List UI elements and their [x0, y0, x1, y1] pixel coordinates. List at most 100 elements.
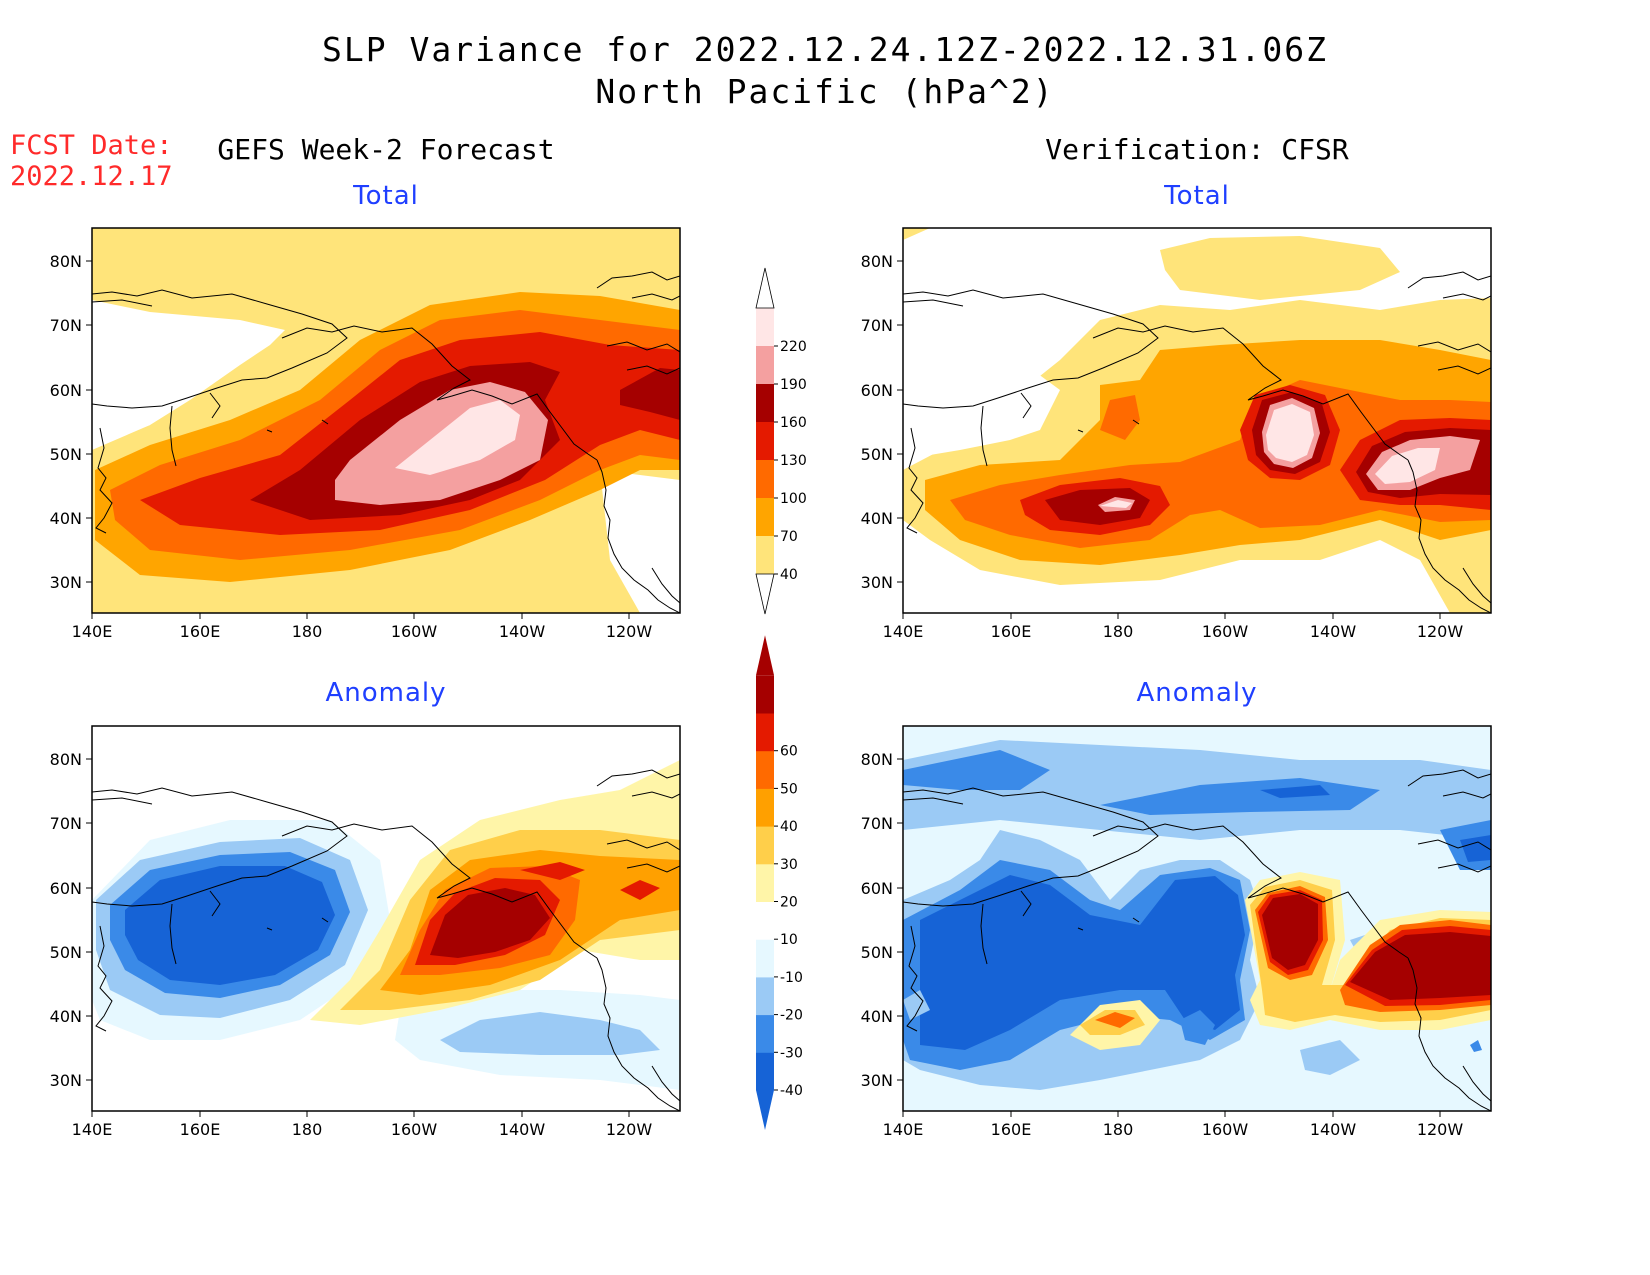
total-colorbar-swatch — [756, 308, 774, 346]
lat-tick-label: 80N — [861, 750, 893, 769]
lon-tick-label: 180 — [292, 1120, 323, 1139]
figure-title-line1: SLP Variance for 2022.12.24.12Z-2022.12.… — [322, 30, 1328, 69]
right-column-header: Verification: CFSR — [1045, 133, 1349, 166]
lat-tick-label: 70N — [861, 316, 893, 335]
panel-title-forecast-total: Total — [353, 181, 419, 211]
lon-tick-label: 160W — [391, 1120, 438, 1139]
lon-tick-label: 160W — [1202, 622, 1249, 641]
anomaly-colorbar-label: 40 — [780, 819, 798, 835]
figure-title-line2: North Pacific (hPa^2) — [595, 72, 1055, 111]
verification-anomaly-frame — [902, 725, 1492, 1112]
anomaly-colorbar-swatch — [756, 976, 774, 1016]
lon-tick-label: 160E — [991, 1120, 1032, 1139]
panel-title-verification-total: Total — [1164, 181, 1230, 211]
total-colorbar-swatch — [756, 498, 774, 536]
lat-tick-label: 40N — [861, 1007, 893, 1026]
lat-tick-label: 70N — [50, 316, 82, 335]
lon-tick-label: 120W — [606, 1120, 653, 1139]
fcst-date-value: 2022.12.17 — [10, 161, 173, 192]
anomaly-colorbar-label: -40 — [780, 1083, 803, 1099]
anomaly-colorbar-swatch — [756, 826, 774, 865]
lon-tick-label: 160W — [391, 622, 438, 641]
total-colorbar-swatch — [756, 384, 774, 422]
lon-tick-label: 160E — [991, 622, 1032, 641]
lon-tick-label: 140E — [72, 1120, 113, 1139]
anomaly-colorbar-label: -20 — [780, 1008, 803, 1024]
anomaly-colorbar-swatch — [756, 750, 774, 789]
total-colorbar-swatch — [756, 536, 774, 574]
lat-tick-label: 80N — [861, 252, 893, 271]
lat-tick-label: 50N — [861, 943, 893, 962]
panel-title-forecast-anomaly: Anomaly — [325, 678, 447, 708]
lat-tick-label: 30N — [861, 573, 893, 592]
anomaly-colorbar-label: 10 — [780, 932, 798, 948]
lat-tick-label: 60N — [50, 879, 82, 898]
total-colorbar-swatch — [756, 422, 774, 460]
lat-tick-label: 80N — [50, 750, 82, 769]
anomaly-colorbar-label: 60 — [780, 744, 798, 760]
panel-frames: 80N 70N 60N 50N 40N 30N 140E 160E 180 160W 140W 120… — [50, 227, 1492, 1139]
lon-tick-label: 180 — [292, 622, 323, 641]
anomaly-colorbar-label: -10 — [780, 970, 803, 986]
anomaly-colorbar-swatch — [756, 901, 774, 940]
left-column-header: GEFS Week-2 Forecast — [217, 133, 555, 166]
anomaly-colorbar-swatch — [756, 675, 774, 714]
lon-tick-label: 140W — [499, 622, 546, 641]
anomaly-colorbar-label: 50 — [780, 781, 798, 797]
total-colorbar-swatch — [756, 460, 774, 498]
lat-tick-label: 70N — [861, 814, 893, 833]
lat-tick-label: 80N — [50, 252, 82, 271]
anomaly-colorbar-label: 30 — [780, 857, 798, 873]
total-colorbar-label: 100 — [780, 491, 807, 507]
lat-tick-label: 60N — [50, 381, 82, 400]
lat-tick-label: 40N — [50, 509, 82, 528]
total-colorbar-label: 70 — [780, 529, 798, 545]
anomaly-colorbar-swatch — [756, 863, 774, 902]
fcst-date-label: FCST Date: — [10, 130, 173, 161]
lat-tick-label: 30N — [50, 573, 82, 592]
lat-tick-label: 60N — [861, 381, 893, 400]
anomaly-colorbar-swatch — [756, 1014, 774, 1053]
lat-tick-label: 60N — [861, 879, 893, 898]
lon-tick-label: 140E — [883, 1120, 924, 1139]
total-colorbar-label: 160 — [780, 415, 807, 431]
forecast-anomaly-frame — [91, 725, 681, 1112]
lon-tick-label: 160E — [180, 622, 221, 641]
anomaly-colorbar-swatch — [756, 713, 774, 752]
total-colorbar-label: 220 — [780, 339, 807, 355]
lon-tick-label: 140W — [499, 1120, 546, 1139]
forecast-anomaly-map — [92, 726, 680, 1111]
lat-tick-label: 30N — [50, 1071, 82, 1090]
verification-total-map — [903, 228, 1491, 613]
total-colorbar-label: 40 — [780, 567, 798, 583]
lon-tick-label: 160W — [1202, 1120, 1249, 1139]
lat-tick-label: 40N — [861, 509, 893, 528]
lon-tick-label: 180 — [1103, 1120, 1134, 1139]
lon-tick-label: 140W — [1310, 1120, 1357, 1139]
forecast-total-frame — [91, 227, 681, 614]
anomaly-colorbar-label: 20 — [780, 895, 798, 911]
anomaly-colorbar-swatch — [756, 788, 774, 827]
total-colorbar-swatch — [756, 346, 774, 384]
total-colorbar-label: 130 — [780, 453, 807, 469]
anomaly-colorbar-swatch — [756, 1052, 774, 1091]
panel-title-verification-anomaly: Anomaly — [1136, 678, 1258, 708]
anomaly-colorbar-swatch — [756, 939, 774, 978]
lat-tick-label: 50N — [861, 445, 893, 464]
lat-tick-label: 30N — [861, 1071, 893, 1090]
total-colorbar: 40 70 100 130 160 190 220 — [755, 267, 807, 615]
lon-tick-label: 120W — [1417, 622, 1464, 641]
anomaly-colorbar: -40 -30 -20 -10 10 20 30 40 50 60 — [756, 635, 803, 1130]
lat-tick-label: 50N — [50, 445, 82, 464]
lon-tick-label: 140E — [883, 622, 924, 641]
lat-tick-label: 40N — [50, 1007, 82, 1026]
forecast-total-map — [92, 228, 680, 613]
total-colorbar-label: 190 — [780, 377, 807, 393]
verification-anomaly-map — [903, 726, 1491, 1111]
lat-tick-label: 70N — [50, 814, 82, 833]
anomaly-colorbar-label: -30 — [780, 1045, 803, 1061]
lon-tick-label: 140E — [72, 622, 113, 641]
lat-tick-label: 50N — [50, 943, 82, 962]
lon-tick-label: 140W — [1310, 622, 1357, 641]
